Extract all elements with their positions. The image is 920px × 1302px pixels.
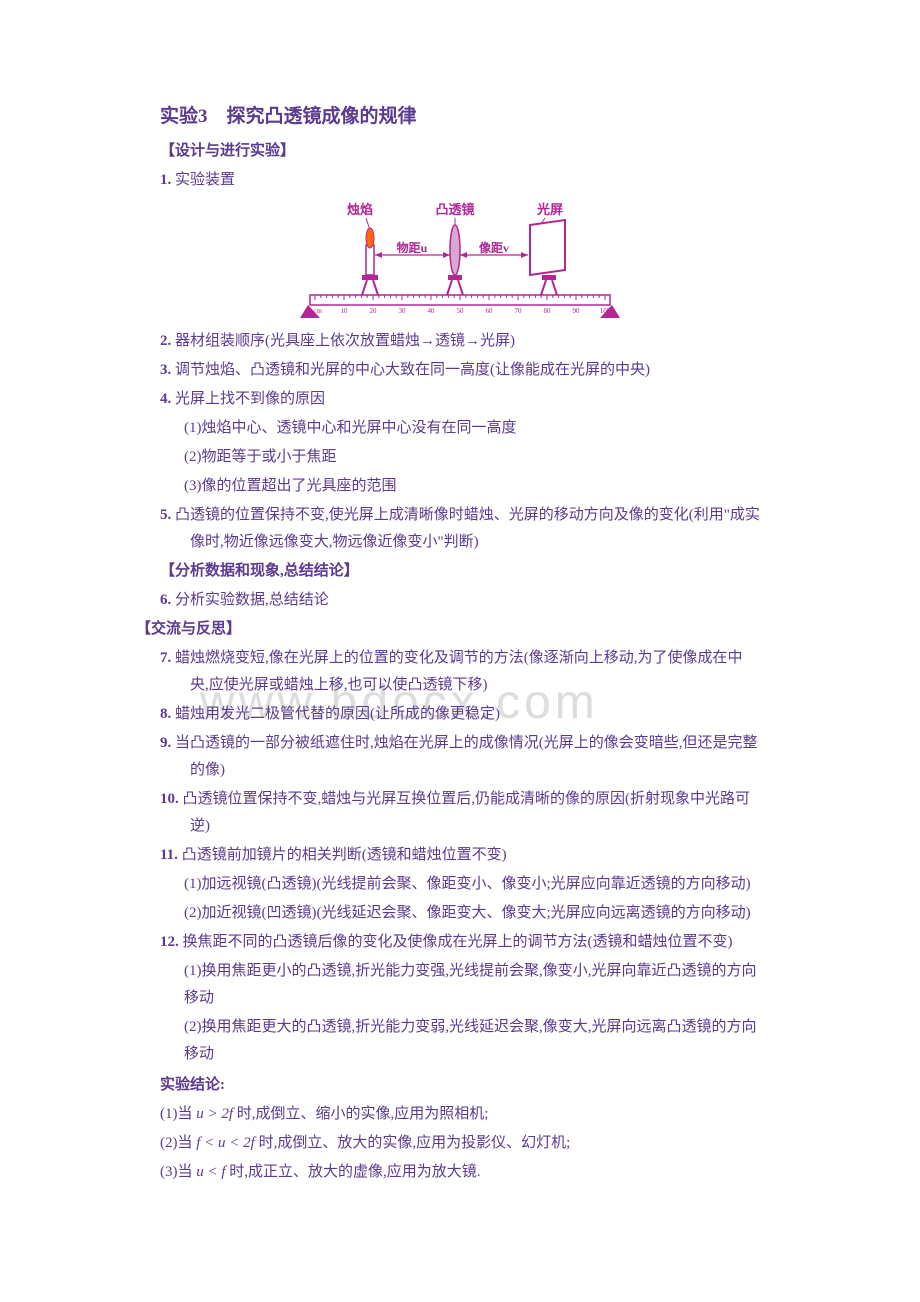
screen-label: 光屏 bbox=[536, 202, 563, 217]
item-12-num: 12. bbox=[160, 934, 179, 950]
candle-label: 烛焰 bbox=[347, 202, 373, 217]
svg-text:80: 80 bbox=[544, 307, 552, 315]
item-10: 10. 凸透镜位置保持不变,蜡烛与光屏互换位置后,仍能成清晰的像的原因(折射现象… bbox=[160, 786, 760, 840]
item-11-1: (1)加远视镜(凸透镜)(光线提前会聚、像距变小、像变小;光屏应向靠近透镜的方向… bbox=[160, 871, 760, 898]
lens-label: 凸透镜 bbox=[435, 202, 474, 217]
conc1-b: u > 2f bbox=[196, 1106, 233, 1122]
item-4-1: (1)烛焰中心、透镜中心和光屏中心没有在同一高度 bbox=[160, 415, 760, 442]
item-5: 5. 凸透镜的位置保持不变,使光屏上成清晰像时蜡烛、光屏的移动方向及像的变化(利… bbox=[160, 502, 760, 556]
item-2-text: 器材组装顺序(光具座上依次放置蜡烛→透镜→光屏) bbox=[175, 333, 515, 349]
item-6-text: 分析实验数据,总结结论 bbox=[175, 592, 329, 608]
item-10-num: 10. bbox=[160, 791, 179, 807]
item-11-2: (2)加近视镜(凹透镜)(光线延迟会聚、像距变大、像变大;光屏应向远离透镜的方向… bbox=[160, 900, 760, 927]
item-11: 11. 凸透镜前加镜片的相关判断(透镜和蜡烛位置不变) bbox=[160, 842, 760, 869]
item-5-text: 凸透镜的位置保持不变,使光屏上成清晰像时蜡烛、光屏的移动方向及像的变化(利用"成… bbox=[175, 507, 760, 550]
svg-text:10: 10 bbox=[341, 307, 349, 315]
item-10-text: 凸透镜位置保持不变,蜡烛与光屏互换位置后,仍能成清晰的像的原因(折射现象中光路可… bbox=[183, 791, 751, 834]
item-8: 8. 蜡烛用发光二极管代替的原因(让所成的像更稳定) bbox=[160, 701, 760, 728]
item-1: 1. 实验装置 bbox=[160, 167, 760, 194]
item-3: 3. 调节烛焰、凸透镜和光屏的中心大致在同一高度(让像能成在光屏的中央) bbox=[160, 357, 760, 384]
item-6-num: 6. bbox=[160, 592, 171, 608]
item-7: 7. 蜡烛燃烧变短,像在光屏上的位置的变化及调节的方法(像逐渐向上移动,为了使像… bbox=[160, 645, 760, 699]
section-design: 【设计与进行实验】 bbox=[160, 138, 760, 165]
svg-text:20: 20 bbox=[370, 307, 378, 315]
item-1-num: 1. bbox=[160, 172, 171, 188]
conc2-b: f < u < 2f bbox=[196, 1135, 255, 1151]
item-12: 12. 换焦距不同的凸透镜后像的变化及使像成在光屏上的调节方法(透镜和蜡烛位置不… bbox=[160, 929, 760, 956]
item-7-num: 7. bbox=[160, 650, 171, 666]
item-1-text: 实验装置 bbox=[175, 172, 235, 188]
svg-text:40: 40 bbox=[428, 307, 436, 315]
item-7-text: 蜡烛燃烧变短,像在光屏上的位置的变化及调节的方法(像逐渐向上移动,为了使像成在中… bbox=[175, 650, 743, 693]
conclusion-1: (1)当 u > 2f 时,成倒立、缩小的实像,应用为照相机; bbox=[160, 1101, 760, 1128]
conclusion-3: (3)当 u < f 时,成正立、放大的虚像,应用为放大镜. bbox=[160, 1159, 760, 1186]
item-4-3: (3)像的位置超出了光具座的范围 bbox=[160, 473, 760, 500]
item-4: 4. 光屏上找不到像的原因 bbox=[160, 386, 760, 413]
svg-text:50: 50 bbox=[457, 307, 465, 315]
svg-text:30: 30 bbox=[399, 307, 407, 315]
object-distance-label: 物距u bbox=[397, 240, 428, 255]
item-3-text: 调节烛焰、凸透镜和光屏的中心大致在同一高度(让像能成在光屏的中央) bbox=[175, 362, 650, 378]
section-analysis: 【分析数据和现象,总结结论】 bbox=[160, 558, 760, 585]
conc1-c: 时,成倒立、缩小的实像,应用为照相机; bbox=[233, 1106, 488, 1122]
item-11-text: 凸透镜前加镜片的相关判断(透镜和蜡烛位置不变) bbox=[182, 847, 507, 863]
conc2-a: (2)当 bbox=[160, 1135, 196, 1151]
svg-text:70: 70 bbox=[515, 307, 523, 315]
item-4-2: (2)物距等于或小于焦距 bbox=[160, 444, 760, 471]
item-6: 6. 分析实验数据,总结结论 bbox=[160, 587, 760, 614]
conclusion-2: (2)当 f < u < 2f 时,成倒立、放大的实像,应用为投影仪、幻灯机; bbox=[160, 1130, 760, 1157]
item-2-num: 2. bbox=[160, 333, 171, 349]
item-9: 9. 当凸透镜的一部分被纸遮住时,烛焰在光屏上的成像情况(光屏上的像会变暗些,但… bbox=[160, 730, 760, 784]
conc3-b: u < f bbox=[196, 1164, 225, 1180]
document-content: 实验3 探究凸透镜成像的规律 【设计与进行实验】 1. 实验装置 烛焰 凸透镜 … bbox=[160, 100, 760, 1186]
item-8-text: 蜡烛用发光二极管代替的原因(让所成的像更稳定) bbox=[175, 706, 500, 722]
item-2: 2. 器材组装顺序(光具座上依次放置蜡烛→透镜→光屏) bbox=[160, 328, 760, 355]
item-12-text: 换焦距不同的凸透镜后像的变化及使像成在光屏上的调节方法(透镜和蜡烛位置不变) bbox=[183, 934, 733, 950]
image-distance-label: 像距v bbox=[479, 240, 509, 255]
experiment-title: 实验3 探究凸透镜成像的规律 bbox=[160, 100, 760, 134]
item-9-text: 当凸透镜的一部分被纸遮住时,烛焰在光屏上的成像情况(光屏上的像会变暗些,但还是完… bbox=[175, 735, 758, 778]
conc3-a: (3)当 bbox=[160, 1164, 196, 1180]
item-4-num: 4. bbox=[160, 391, 171, 407]
apparatus-diagram: 烛焰 凸透镜 光屏 物距u 像距v 0 cm102030405060708090… bbox=[160, 200, 760, 320]
section-reflection: 【交流与反思】 bbox=[136, 616, 760, 643]
item-12-1: (1)换用焦距更小的凸透镜,折光能力变强,光线提前会聚,像变小,光屏向靠近凸透镜… bbox=[160, 958, 760, 1012]
item-12-2: (2)换用焦距更大的凸透镜,折光能力变弱,光线延迟会聚,像变大,光屏向远离凸透镜… bbox=[160, 1014, 760, 1068]
conc2-c: 时,成倒立、放大的实像,应用为投影仪、幻灯机; bbox=[255, 1135, 570, 1151]
item-11-num: 11. bbox=[160, 847, 178, 863]
svg-text:90: 90 bbox=[573, 307, 581, 315]
item-5-num: 5. bbox=[160, 507, 171, 523]
item-9-num: 9. bbox=[160, 735, 171, 751]
conc3-c: 时,成正立、放大的虚像,应用为放大镜. bbox=[226, 1164, 481, 1180]
conc1-a: (1)当 bbox=[160, 1106, 196, 1122]
item-4-text: 光屏上找不到像的原因 bbox=[175, 391, 325, 407]
svg-text:60: 60 bbox=[486, 307, 494, 315]
conclusion-header: 实验结论: bbox=[160, 1072, 760, 1099]
item-8-num: 8. bbox=[160, 706, 171, 722]
item-3-num: 3. bbox=[160, 362, 171, 378]
